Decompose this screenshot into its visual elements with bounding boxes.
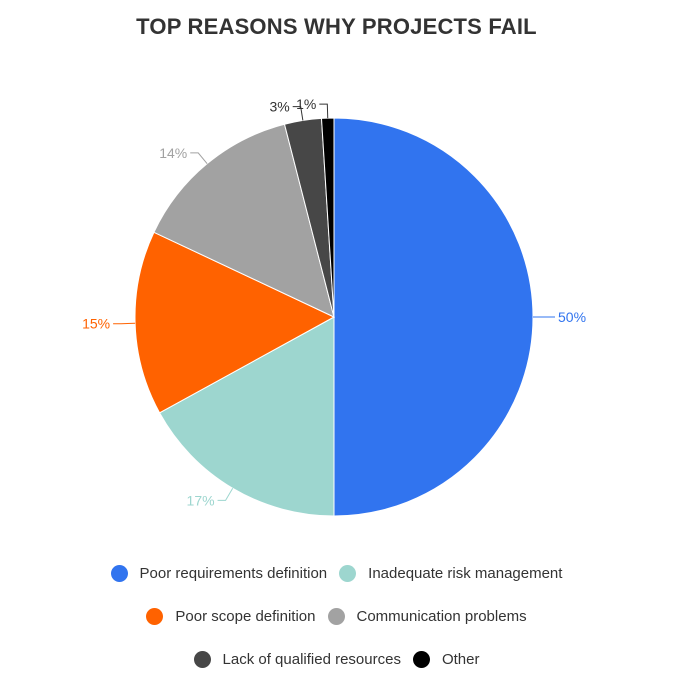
leader-line-other bbox=[319, 104, 327, 118]
legend-label: Communication problems bbox=[357, 608, 527, 625]
legend-row: Poor scope definition Communication prob… bbox=[0, 601, 673, 631]
legend-label: Lack of qualified resources bbox=[223, 651, 401, 668]
legend-swatch bbox=[146, 608, 163, 625]
legend-swatch bbox=[339, 565, 356, 582]
pct-label-lack-of-qualified-resources: 3% bbox=[269, 99, 289, 115]
legend-label: Poor scope definition bbox=[175, 608, 315, 625]
legend-swatch bbox=[111, 565, 128, 582]
legend-item-poor-scope-definition[interactable]: Poor scope definition bbox=[146, 608, 315, 625]
pie-slices bbox=[135, 118, 533, 516]
pct-label-poor-scope-definition: 15% bbox=[82, 316, 110, 332]
pct-label-other: 1% bbox=[296, 96, 316, 112]
legend-item-communication-problems[interactable]: Communication problems bbox=[328, 608, 527, 625]
legend-item-poor-requirements-definition[interactable]: Poor requirements definition bbox=[111, 565, 328, 582]
legend-swatch bbox=[328, 608, 345, 625]
legend-row: Poor requirements definition Inadequate … bbox=[0, 558, 673, 588]
legend-label: Other bbox=[442, 651, 480, 668]
chart-legend: Poor requirements definition Inadequate … bbox=[0, 558, 673, 687]
leader-line-communication-problems bbox=[190, 153, 207, 164]
leader-line-inadequate-risk-management bbox=[218, 488, 233, 500]
legend-item-inadequate-risk-management[interactable]: Inadequate risk management bbox=[339, 565, 562, 582]
legend-item-lack-of-qualified-resources[interactable]: Lack of qualified resources bbox=[194, 651, 401, 668]
pct-label-inadequate-risk-management: 17% bbox=[187, 492, 215, 508]
legend-label: Inadequate risk management bbox=[368, 565, 562, 582]
legend-label: Poor requirements definition bbox=[140, 565, 328, 582]
pct-label-communication-problems: 14% bbox=[159, 145, 187, 161]
pie-slice-poor-requirements-definition[interactable] bbox=[334, 118, 533, 516]
legend-item-other[interactable]: Other bbox=[413, 651, 480, 668]
pie-chart: 50% 17% 15% 14% 3% 1% bbox=[0, 0, 673, 550]
legend-row: Lack of qualified resources Other bbox=[0, 644, 673, 674]
pct-label-poor-requirements-definition: 50% bbox=[558, 309, 586, 325]
legend-swatch bbox=[194, 651, 211, 668]
legend-swatch bbox=[413, 651, 430, 668]
